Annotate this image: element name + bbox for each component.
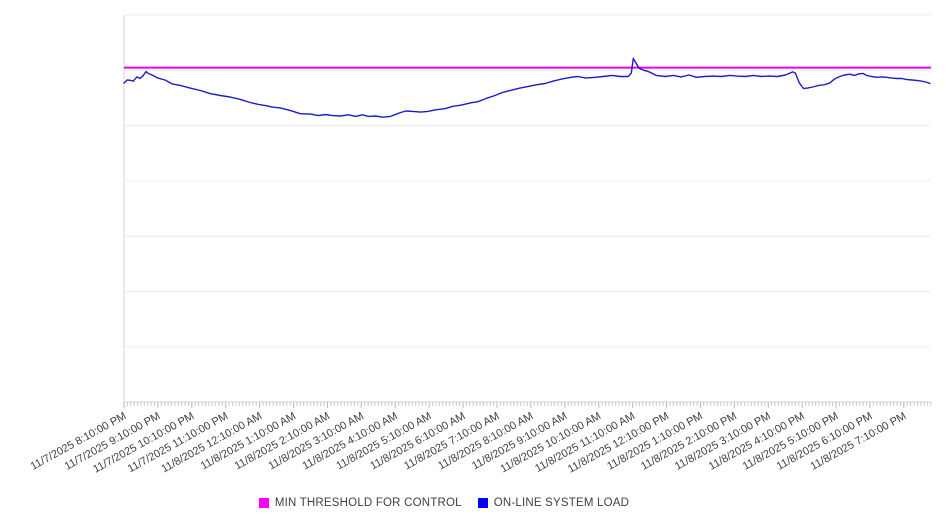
system-load-swatch-icon (477, 498, 488, 508)
min-threshold-swatch-icon (258, 498, 269, 508)
system-load-line (123, 57, 931, 118)
legend-label-system-load: ON-LINE SYSTEM LOAD (493, 497, 630, 509)
chart-legend: MIN THRESHOLD FOR CONTROL ON-LINE SYSTEM… (0, 497, 917, 509)
legend-label-min-threshold: MIN THRESHOLD FOR CONTROL (274, 497, 462, 509)
gridlines (124, 14, 931, 403)
legend-item-min-threshold: MIN THRESHOLD FOR CONTROL (258, 497, 462, 509)
axes (123, 15, 931, 403)
x-axis-ticks (123, 402, 932, 408)
legend-item-system-load: ON-LINE SYSTEM LOAD (477, 497, 630, 509)
